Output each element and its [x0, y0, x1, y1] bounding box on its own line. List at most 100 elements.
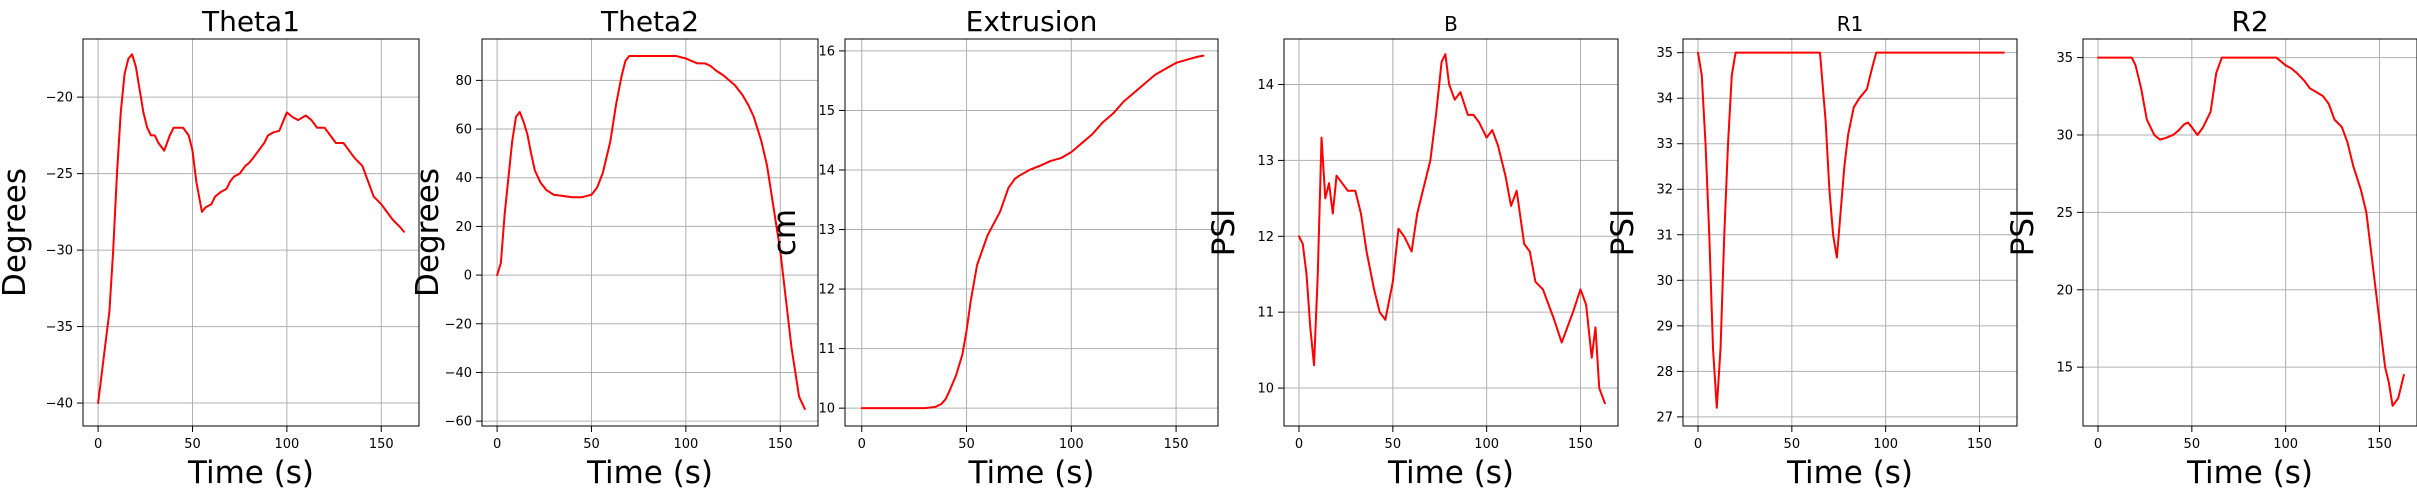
y-tick-label: 11	[818, 342, 835, 357]
x-tick-label: 50	[2184, 437, 2201, 452]
x-tick-label: 0	[493, 437, 501, 452]
chart-panel-1: 0 50 100 150 −40 −35 −30 −25 −20 Theta1 Time (s) De…	[0, 5, 420, 491]
x-axis-label: Time (s)	[1786, 455, 1913, 491]
x-tick-label: 150	[2367, 437, 2392, 452]
y-tick-label: 29	[1656, 319, 1673, 334]
series-line	[2097, 56, 2405, 407]
y-tick-label: 20	[455, 220, 472, 235]
y-axis-label: PSI	[1605, 209, 1641, 257]
y-tick-label: 10	[818, 402, 835, 417]
x-tick-label: 50	[184, 437, 201, 452]
y-axis-label: Degrees	[0, 168, 33, 297]
series-line	[1697, 51, 2005, 409]
y-tick-label: 20	[2056, 283, 2073, 298]
x-tick-label: 0	[2094, 437, 2102, 452]
y-tick-label: 25	[2056, 206, 2073, 221]
chart-panel-3: 0 50 100 150 10 11 12 13 14 15 16 Extrusion Time (s)…	[767, 5, 1219, 491]
x-axis-label: Time (s)	[1387, 455, 1514, 491]
chart-title: Theta2	[600, 5, 699, 38]
plot-frame	[1283, 38, 1619, 427]
x-tick-label: 50	[958, 437, 975, 452]
y-tick-label: 27	[1656, 410, 1673, 425]
y-tick-label: −60	[445, 415, 472, 430]
chart-title: R1	[1837, 12, 1864, 36]
y-tick-label: 15	[818, 104, 835, 119]
y-tick-label: 35	[1656, 46, 1673, 61]
x-tick-label: 100	[274, 437, 299, 452]
chart-panel-4: 0 50 100 150 10 11 12 13 14 B Time (s) PSI	[1206, 12, 1619, 491]
y-tick-label: 11	[1257, 306, 1274, 321]
x-axis-label: Time (s)	[187, 455, 314, 491]
series-line	[860, 54, 1205, 410]
plot-frame	[481, 38, 819, 427]
x-axis-label: Time (s)	[586, 455, 713, 491]
chart-panel-6: 0 50 100 150 15 20 25 30 35 R2 Time (s) PSI	[2005, 5, 2417, 491]
x-tick-label: 0	[1295, 437, 1303, 452]
chart-title: Extrusion	[966, 5, 1098, 38]
plot-frame	[82, 38, 420, 427]
y-tick-label: 12	[818, 283, 835, 298]
y-tick-label: 14	[818, 163, 835, 178]
x-axis-label: Time (s)	[967, 455, 1094, 491]
y-tick-label: 14	[1257, 78, 1274, 93]
x-tick-label: 50	[1385, 437, 1402, 452]
y-tick-label: 60	[455, 123, 472, 138]
y-tick-label: 32	[1656, 183, 1673, 198]
x-tick-label: 0	[1694, 437, 1702, 452]
y-tick-label: −35	[46, 320, 73, 335]
y-tick-label: 40	[455, 171, 472, 186]
y-tick-label: −25	[46, 167, 73, 182]
y-tick-label: 28	[1656, 365, 1673, 380]
x-tick-label: 50	[1784, 437, 1801, 452]
x-tick-label: 0	[94, 437, 102, 452]
y-axis-label: PSI	[2005, 209, 2041, 257]
y-axis-label: cm	[767, 209, 803, 256]
x-tick-label: 100	[2273, 437, 2298, 452]
chart-title: B	[1444, 12, 1458, 36]
x-tick-label: 150	[369, 437, 394, 452]
y-tick-label: −20	[46, 91, 73, 106]
x-tick-label: 150	[1568, 437, 1593, 452]
y-tick-label: 30	[1656, 274, 1673, 289]
x-tick-label: 150	[1967, 437, 1992, 452]
y-tick-label: 10	[1257, 382, 1274, 397]
x-tick-label: 100	[1873, 437, 1898, 452]
x-tick-label: 100	[1474, 437, 1499, 452]
y-tick-label: 0	[464, 269, 472, 284]
x-tick-label: 100	[1059, 437, 1084, 452]
chart-title: Theta1	[201, 5, 300, 38]
x-tick-label: 50	[583, 437, 600, 452]
plot-frame	[844, 38, 1219, 427]
y-tick-label: 15	[2056, 361, 2073, 376]
series-line	[496, 55, 806, 410]
y-tick-label: 13	[1257, 154, 1274, 169]
series-line	[1298, 53, 1606, 405]
y-tick-label: 33	[1656, 137, 1673, 152]
y-tick-label: 30	[2056, 128, 2073, 143]
y-axis-label: PSI	[1206, 209, 1242, 257]
x-tick-label: 100	[673, 437, 698, 452]
chart-panel-2: 0 50 100 150 −60 −40 −20 0 20 40 60 80 Theta2 Time (s…	[410, 5, 819, 491]
chart-title: R2	[2231, 5, 2268, 38]
x-tick-label: 0	[858, 437, 866, 452]
y-tick-label: −40	[445, 366, 472, 381]
y-tick-label: 13	[818, 223, 835, 238]
plot-frame	[2082, 38, 2417, 427]
y-tick-label: −30	[46, 244, 73, 259]
y-tick-label: −40	[46, 397, 73, 412]
y-tick-label: 12	[1257, 230, 1274, 245]
y-tick-label: 35	[2056, 51, 2073, 66]
y-tick-label: 34	[1656, 92, 1673, 107]
y-tick-label: −20	[445, 317, 472, 332]
y-tick-label: 31	[1656, 228, 1673, 243]
x-tick-label: 150	[1164, 437, 1189, 452]
chart-panel-5: 0 50 100 150 27 28 29 30 31 32 33 34 35 R1 Time (s) PSI	[1605, 12, 2018, 491]
plot-frame	[1682, 38, 2018, 427]
x-axis-label: Time (s)	[2186, 455, 2313, 491]
x-tick-label: 150	[768, 437, 793, 452]
y-axis-label: Degrees	[410, 168, 446, 297]
y-tick-label: 16	[818, 44, 835, 59]
y-tick-label: 80	[455, 74, 472, 89]
series-line	[97, 53, 405, 405]
